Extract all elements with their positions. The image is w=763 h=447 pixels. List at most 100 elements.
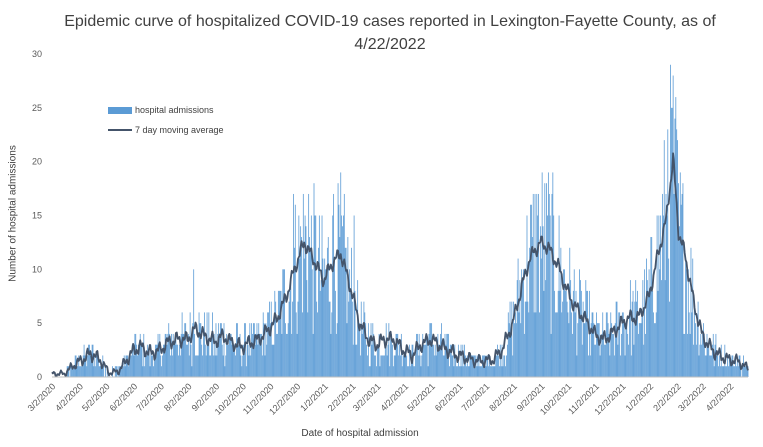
admission-bar [231,344,233,377]
admission-bar [380,355,382,377]
admission-bar [341,215,343,377]
admission-bar [459,366,461,377]
admission-bar [565,290,567,377]
admission-bar [392,344,393,377]
admission-bar [394,355,396,377]
admission-bar [457,366,458,377]
admission-bar [224,366,226,377]
admission-bar [523,269,524,377]
admission-bar [604,344,605,377]
admission-bar [557,290,559,377]
admission-bar [574,312,576,377]
admission-bar [454,344,456,377]
admission-bar [639,323,641,377]
admission-bar [315,215,317,377]
admission-bar [193,269,195,377]
admission-bar [731,355,733,377]
admission-bar [478,355,480,377]
admission-bar [72,366,74,377]
admission-bar [602,312,604,377]
admission-bar [85,355,87,377]
admission-bar [687,269,689,377]
admission-bar [421,355,423,377]
admission-bar [507,312,509,377]
admission-bar [527,301,529,377]
admission-bar [701,344,703,377]
admission-bar [153,366,154,377]
admission-bar [154,355,155,377]
admission-bar [547,215,548,377]
admission-bar [671,107,673,377]
admission-bar [696,323,698,377]
admission-bar [690,247,692,377]
admission-bar [165,333,167,377]
admission-bar [438,344,440,377]
admission-bar [665,193,667,377]
admission-bar [175,333,177,377]
admission-bar [598,323,600,377]
admission-bar [654,323,655,377]
admission-bar [593,323,595,377]
admission-bar [140,344,142,377]
admission-bar [307,312,309,377]
admission-bar [636,301,638,377]
admission-bar [291,333,293,377]
admission-bar [290,280,292,377]
x-tick-label: 8/2/2020 [162,381,194,413]
admission-bar [384,355,385,377]
admission-bar [682,183,684,377]
admission-bar [705,355,707,377]
admission-bar [303,258,305,377]
admission-bar [702,333,703,377]
admission-bar [471,355,473,377]
admission-bar [666,215,668,377]
admission-bar [211,333,212,377]
admission-bar [423,344,425,377]
admission-bar [488,366,490,377]
admission-bar [259,333,261,377]
admission-bar [654,323,656,377]
admission-bar [217,333,219,377]
admission-bar [524,301,526,377]
admission-bar [418,333,420,377]
admission-bar [81,366,83,377]
admission-bar [531,237,533,377]
admission-bar [431,323,433,377]
admission-bar [371,344,373,377]
admission-bar [230,333,232,377]
admission-bar [572,290,574,377]
admission-bar [86,366,88,377]
admission-bar [359,355,361,377]
admission-bar [621,333,622,377]
admission-bar [656,215,658,377]
y-tick-label: 30 [32,49,42,59]
admission-bar [80,366,81,377]
admission-bar [558,215,560,377]
admission-bar [151,355,153,377]
admission-bar [619,312,621,377]
admission-bar [271,344,273,377]
admission-bar [667,129,669,377]
admission-bar [560,247,562,377]
admission-bar [400,355,401,377]
admission-bar [744,366,745,377]
admission-bar [251,323,253,377]
admission-bar [603,333,605,377]
admission-bar [314,215,316,377]
admission-bar [318,215,320,377]
admission-bar [472,355,474,377]
admission-bar [406,355,408,377]
admission-bar [236,323,237,377]
admission-bar [205,355,207,377]
admission-bar [626,323,628,377]
admission-bar [742,366,744,377]
admission-bar [103,366,105,377]
legend-item-average: 7 day moving average [108,120,224,140]
admission-bar [515,323,517,377]
admission-bar [597,323,599,377]
admission-bar [269,323,271,377]
admission-bar [403,355,405,377]
admission-bar [225,355,227,377]
admission-bar [293,193,294,377]
admission-bar [228,333,230,377]
